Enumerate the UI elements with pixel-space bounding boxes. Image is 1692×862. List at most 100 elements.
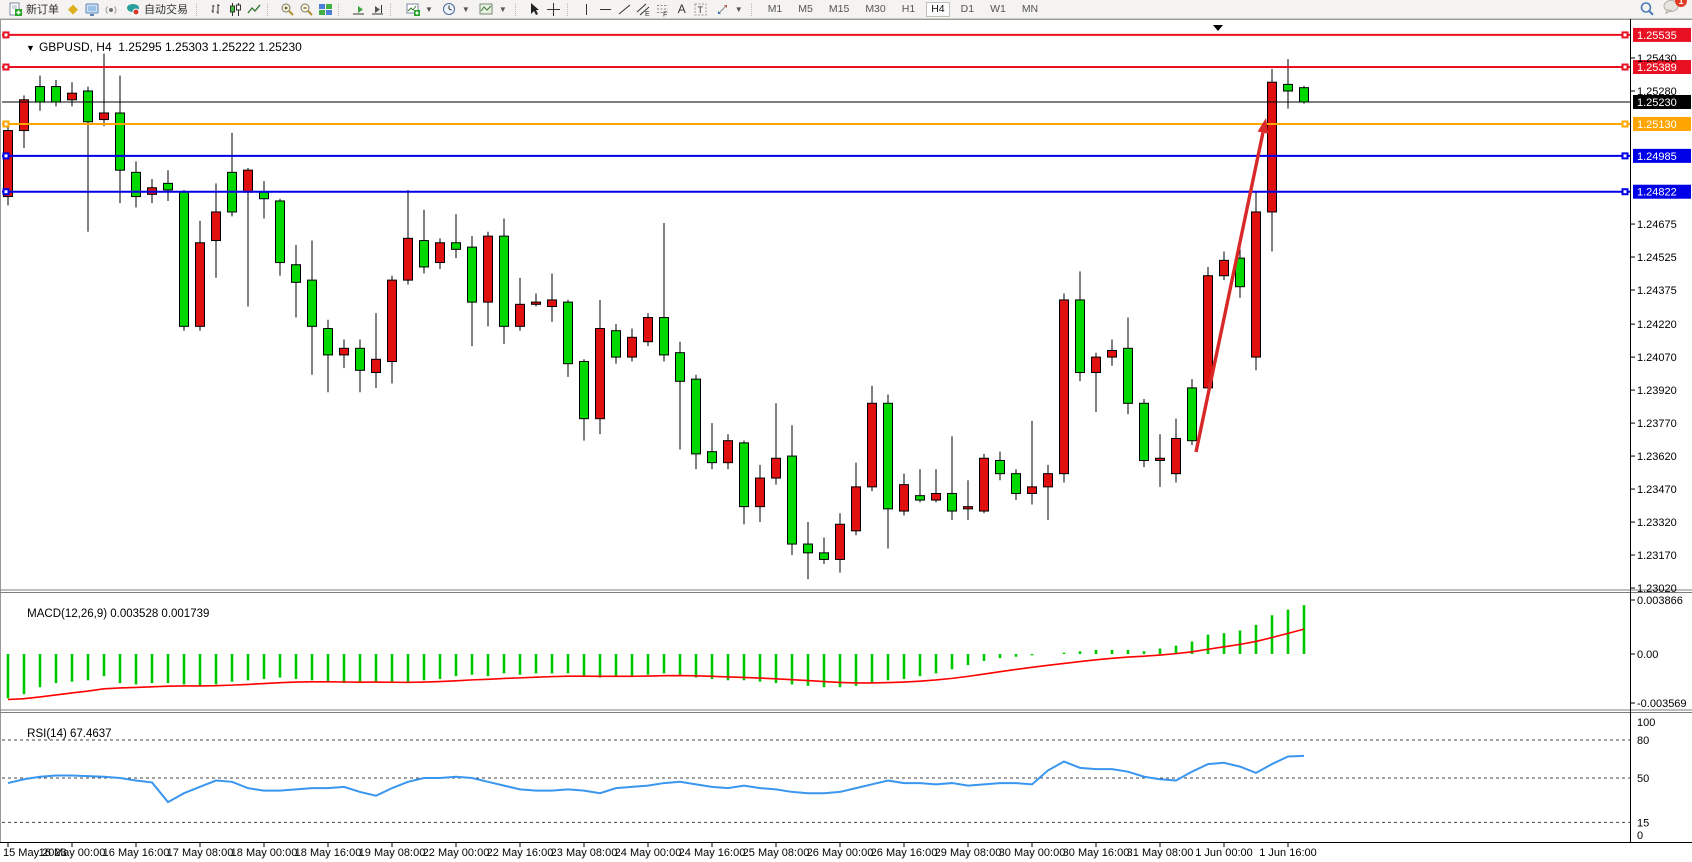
candle-body	[115, 112, 125, 171]
vertical-line-tool-icon[interactable]	[579, 1, 595, 17]
candle-body	[1235, 257, 1245, 288]
candle-body	[1219, 259, 1229, 277]
candle-body	[211, 211, 221, 242]
market-watch-icon[interactable]: ◆	[68, 1, 78, 16]
candle-body	[611, 330, 621, 358]
candle-body	[899, 484, 909, 512]
text-tool-icon[interactable]: A	[677, 2, 686, 16]
candle-body	[947, 492, 957, 512]
chat-icon	[1663, 0, 1679, 15]
new-chart-button[interactable]: ▼	[402, 1, 436, 18]
candle-body	[131, 171, 141, 198]
price-tick-label: 1.23620	[1637, 451, 1677, 463]
candle-body	[835, 523, 845, 560]
toolbar-separator	[566, 2, 574, 16]
candle-body	[435, 242, 445, 264]
signals-icon[interactable]	[103, 1, 119, 17]
price-level-badge	[1633, 27, 1691, 42]
timeframe-button-w1[interactable]: W1	[990, 2, 1006, 15]
timeframe-button-m1[interactable]: M1	[767, 2, 783, 15]
candle-body	[691, 378, 701, 455]
shift-marker-icon[interactable]	[1213, 25, 1223, 31]
fibonacci-tool-icon[interactable]: F	[655, 1, 671, 17]
timeframe-button-h4[interactable]: H4	[926, 1, 950, 17]
candle-body	[883, 402, 893, 510]
line-chart-icon[interactable]	[246, 1, 262, 17]
chart-ohlc-values: 1.25295 1.25303 1.25222 1.25230	[118, 40, 302, 54]
chart-shift-icon[interactable]	[369, 1, 385, 17]
timeframe-button-d1[interactable]: D1	[960, 2, 975, 15]
arrow-annotation[interactable]	[1194, 132, 1265, 453]
candle-body	[291, 264, 301, 283]
search-icon[interactable]	[1639, 1, 1655, 17]
candlestick-chart-icon[interactable]	[227, 1, 243, 17]
new-order-button[interactable]: 新订单	[4, 1, 62, 18]
period-button[interactable]: ▼	[439, 1, 473, 18]
chart-window: 1.25535 1.25389 1.25130 1.24985 1.24822 1.252…	[0, 19, 1692, 862]
svg-text:F: F	[663, 11, 667, 17]
dropdown-arrow-icon: ▼	[461, 4, 470, 14]
candle-body	[1283, 83, 1293, 92]
candle-body	[451, 242, 461, 250]
symbol-dropdown-icon[interactable]: ▼	[26, 43, 35, 53]
candle-body	[99, 112, 109, 121]
timeframe-button-m30[interactable]: M30	[865, 2, 886, 15]
price-level-badge	[1633, 60, 1691, 75]
autotrading-button[interactable]: 自动交易	[122, 1, 191, 18]
auto-scroll-icon[interactable]	[350, 1, 366, 17]
zoom-out-icon[interactable]	[298, 1, 314, 17]
candle-body	[995, 459, 1005, 475]
candle-body	[163, 182, 173, 191]
rsi-axis-label: 15	[1637, 817, 1649, 829]
arrows-tool-button[interactable]: ▼	[712, 1, 746, 18]
dropdown-arrow-icon: ▼	[425, 4, 433, 14]
notifications-button[interactable]: 1	[1663, 0, 1687, 19]
price-tick-label: 1.24070	[1637, 352, 1677, 364]
bid-price-badge-label: 1.25230	[1637, 97, 1677, 109]
channel-tool-icon[interactable]: E	[636, 1, 652, 17]
candle-body	[83, 90, 93, 123]
time-label: 25 May 08:00	[743, 847, 810, 859]
candle-body	[627, 336, 637, 358]
candle-body	[1267, 81, 1277, 213]
chart-title: GBPUSD, H4	[38, 40, 112, 54]
candle-body	[563, 301, 573, 365]
line-handle	[1623, 122, 1627, 126]
templates-button[interactable]: ▼	[476, 1, 510, 18]
chart-canvas[interactable]: 1.25535 1.25389 1.25130 1.24985 1.24822 1.252…	[0, 19, 1692, 862]
label-tool-icon[interactable]: T	[693, 1, 709, 17]
price-level-badge	[1633, 184, 1691, 199]
chart-title-bar: ▼ GBPUSD, H4 1.25295 1.25303 1.25222 1.25…	[6, 26, 302, 68]
terminal-icon[interactable]	[84, 1, 100, 17]
cursor-icon[interactable]	[527, 1, 543, 17]
rsi-axis-label: 80	[1637, 735, 1649, 747]
dropdown-arrow-icon: ▼	[734, 4, 743, 14]
tile-windows-icon[interactable]	[317, 1, 333, 17]
timeframe-button-mn[interactable]: MN	[1021, 2, 1039, 15]
candle-body	[755, 477, 765, 508]
candle-body	[739, 442, 749, 508]
price-tick-label: 1.23770	[1637, 418, 1677, 430]
candle-body	[1075, 299, 1085, 373]
candle-body	[275, 200, 285, 264]
time-label: 29 May 08:00	[935, 847, 1002, 859]
macd-axis-label: 0.003866	[1637, 595, 1683, 607]
macd-signal-line	[7, 628, 1305, 701]
candle-body	[1091, 356, 1101, 373]
candle-body	[371, 358, 381, 373]
candle-body	[195, 242, 205, 327]
timeframe-button-m5[interactable]: M5	[798, 2, 813, 15]
crosshair-icon[interactable]	[546, 1, 562, 17]
arrow-annotation-head[interactable]	[1257, 118, 1269, 134]
candle-body	[1027, 486, 1037, 494]
time-label: 24 May 00:00	[615, 847, 682, 859]
horizontal-line-tool-icon[interactable]	[598, 1, 614, 17]
bar-chart-icon[interactable]	[208, 1, 224, 17]
rsi-axis-label: 50	[1637, 773, 1649, 785]
trendline-tool-icon[interactable]	[617, 1, 633, 17]
zoom-in-icon[interactable]	[279, 1, 295, 17]
macd-axis-label: -0.003569	[1637, 698, 1687, 710]
timeframe-button-m15[interactable]: M15	[828, 2, 850, 15]
price-level-badge-label: 1.25130	[1637, 119, 1677, 131]
timeframe-button-h1[interactable]: H1	[901, 2, 916, 15]
